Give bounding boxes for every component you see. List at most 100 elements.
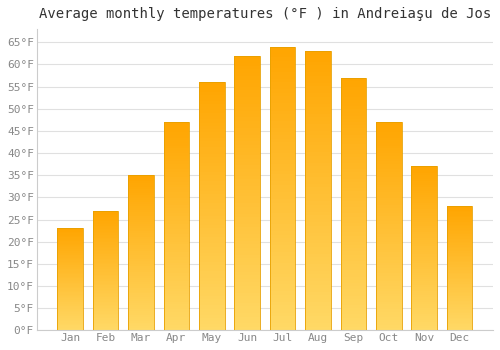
Bar	[270, 203, 295, 206]
Bar	[93, 212, 118, 214]
Bar	[93, 217, 118, 218]
Bar	[199, 219, 224, 222]
Bar	[164, 122, 189, 330]
Bar	[412, 285, 437, 287]
Bar	[305, 226, 330, 229]
Bar	[128, 313, 154, 315]
Bar	[270, 118, 295, 121]
Bar	[234, 203, 260, 207]
Bar	[270, 86, 295, 89]
Bar	[164, 281, 189, 284]
Bar	[234, 111, 260, 114]
Bar	[58, 286, 83, 287]
Bar	[234, 148, 260, 152]
Bar	[340, 185, 366, 188]
Bar	[270, 228, 295, 231]
Bar	[164, 286, 189, 289]
Bar	[93, 211, 118, 212]
Bar	[340, 125, 366, 128]
Bar	[447, 298, 472, 299]
Bar	[164, 172, 189, 174]
Bar	[340, 321, 366, 324]
Bar	[164, 276, 189, 278]
Bar	[447, 231, 472, 233]
Bar	[128, 268, 154, 270]
Bar	[270, 75, 295, 79]
Bar	[412, 230, 437, 232]
Bar	[58, 229, 83, 230]
Bar	[376, 268, 402, 271]
Bar	[340, 254, 366, 258]
Bar	[128, 264, 154, 266]
Bar	[376, 328, 402, 330]
Bar	[128, 307, 154, 309]
Bar	[270, 242, 295, 245]
Bar	[412, 257, 437, 259]
Bar	[447, 250, 472, 251]
Bar	[376, 195, 402, 197]
Bar	[199, 126, 224, 129]
Bar	[93, 259, 118, 260]
Bar	[128, 321, 154, 323]
Bar	[447, 228, 472, 230]
Bar	[305, 198, 330, 201]
Bar	[128, 220, 154, 222]
Bar	[305, 170, 330, 173]
Bar	[340, 220, 366, 223]
Bar	[376, 193, 402, 195]
Bar	[234, 93, 260, 97]
Bar	[340, 160, 366, 163]
Bar	[234, 107, 260, 111]
Bar	[58, 316, 83, 317]
Bar	[58, 231, 83, 232]
Bar	[376, 299, 402, 302]
Bar	[164, 289, 189, 291]
Bar	[412, 304, 437, 306]
Bar	[93, 298, 118, 299]
Bar	[93, 296, 118, 298]
Bar	[164, 278, 189, 281]
Bar	[376, 307, 402, 309]
Bar	[234, 193, 260, 196]
Bar	[128, 208, 154, 210]
Bar	[164, 138, 189, 140]
Bar	[412, 170, 437, 173]
Bar	[93, 320, 118, 321]
Bar	[305, 79, 330, 83]
Bar	[93, 257, 118, 259]
Bar	[340, 144, 366, 147]
Bar	[305, 194, 330, 198]
Bar	[270, 288, 295, 291]
Bar	[128, 175, 154, 330]
Bar	[234, 104, 260, 107]
Bar	[376, 125, 402, 127]
Bar	[340, 81, 366, 84]
Bar	[58, 282, 83, 283]
Bar	[340, 100, 366, 103]
Bar	[412, 220, 437, 222]
Bar	[128, 177, 154, 179]
Bar	[164, 312, 189, 315]
Bar	[234, 251, 260, 255]
Bar	[128, 185, 154, 187]
Bar	[93, 299, 118, 300]
Bar	[412, 295, 437, 298]
Bar	[270, 164, 295, 167]
Bar	[128, 303, 154, 305]
Bar	[340, 198, 366, 201]
Bar	[412, 238, 437, 240]
Bar	[270, 153, 295, 157]
Bar	[58, 327, 83, 328]
Bar	[164, 317, 189, 320]
Bar	[376, 190, 402, 193]
Bar	[128, 239, 154, 241]
Bar	[412, 322, 437, 324]
Bar	[58, 235, 83, 236]
Bar	[305, 90, 330, 93]
Bar	[234, 313, 260, 316]
Bar	[340, 109, 366, 112]
Bar	[305, 97, 330, 100]
Bar	[164, 174, 189, 177]
Bar	[340, 292, 366, 295]
Bar	[199, 119, 224, 122]
